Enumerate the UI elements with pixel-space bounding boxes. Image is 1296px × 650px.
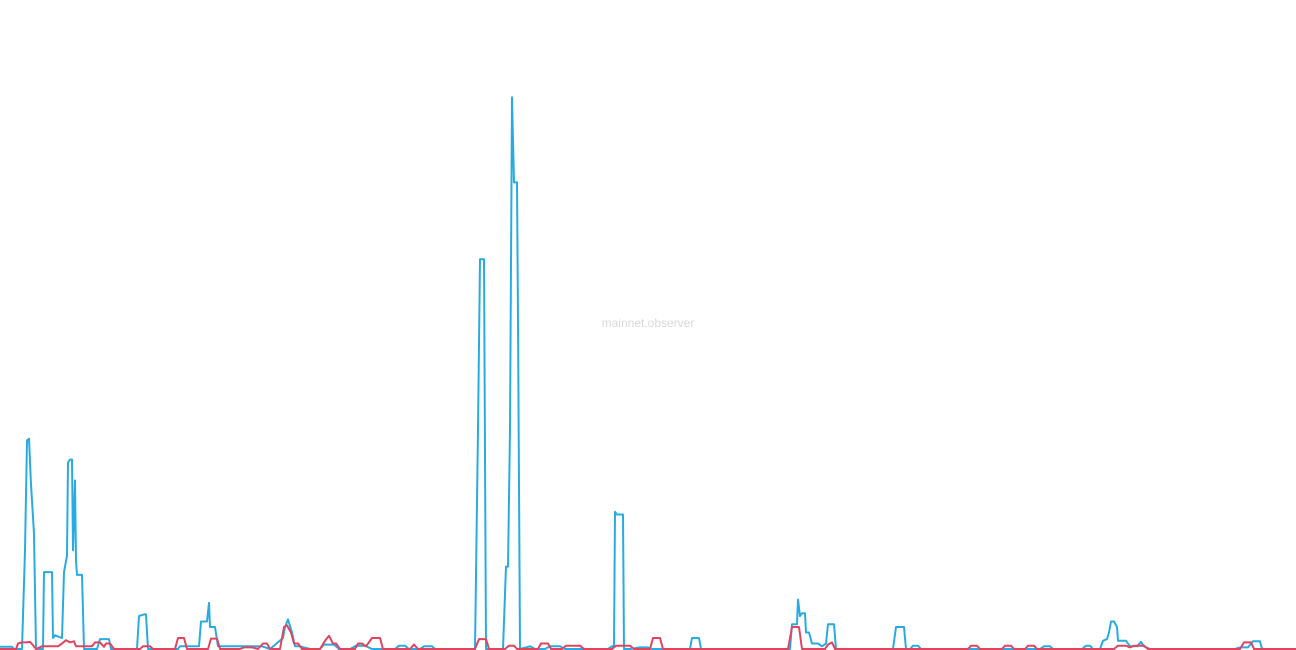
series-line-2 <box>0 624 1296 650</box>
watermark-text: mainnet.observer <box>602 316 695 330</box>
series-line-1 <box>0 96 1296 650</box>
series-layer <box>0 96 1296 650</box>
